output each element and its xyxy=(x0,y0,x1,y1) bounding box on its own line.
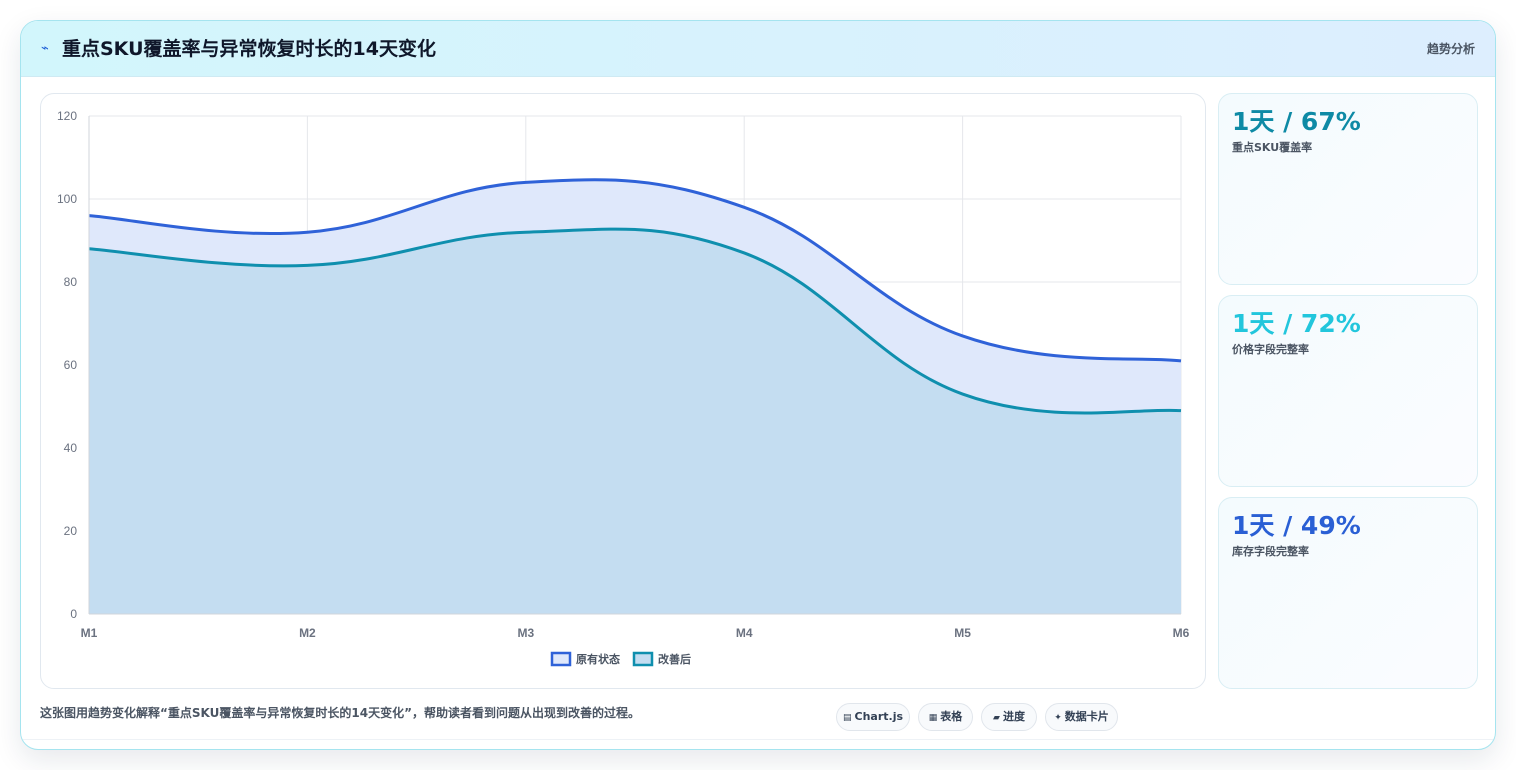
chip-label: Chart.js xyxy=(854,710,904,723)
x-tick-label: M3 xyxy=(517,626,534,640)
x-tick-label: M1 xyxy=(81,626,98,640)
y-tick-label: 0 xyxy=(70,607,77,621)
stat-card-sku-coverage: 1天 / 67% 重点SKU覆盖率 xyxy=(1218,93,1478,285)
chip-label: 进度 xyxy=(1002,710,1025,723)
stat-value: 1天 / 72% xyxy=(1232,309,1361,338)
legend-swatch xyxy=(550,651,572,667)
table-icon: ▦ xyxy=(928,713,938,723)
series-improved-line xyxy=(88,227,1182,415)
legend-label: 原有状态 xyxy=(576,652,620,666)
y-tick-label: 100 xyxy=(57,192,77,206)
trend-icon: ⌁ xyxy=(41,41,49,56)
stat-label: 库存字段完整率 xyxy=(1232,545,1309,558)
chart-panel: 0 20 40 60 80 100 120 M1 M2 M3 M4 M5 M6 原有状态 改善后 xyxy=(40,93,1206,689)
stat-card-price-completeness: 1天 / 72% 价格字段完整率 xyxy=(1218,295,1478,487)
chip-progress[interactable]: ▰ 进度 xyxy=(981,703,1037,731)
chip-table[interactable]: ▦ 表格 xyxy=(918,703,973,731)
x-tick-label: M2 xyxy=(299,626,316,640)
legend-label: 改善后 xyxy=(658,652,691,666)
stat-card-inventory-completeness: 1天 / 49% 库存字段完整率 xyxy=(1218,497,1478,689)
series-improved-area xyxy=(89,229,1181,615)
chip-data-card[interactable]: ✦ 数据卡片 xyxy=(1045,703,1118,731)
chart-icon: ▤ xyxy=(842,713,852,723)
chip-label: 表格 xyxy=(940,710,963,723)
card-header: ⌁ 重点SKU覆盖率与异常恢复时长的14天变化 趋势分析 xyxy=(21,21,1495,77)
y-tick-label: 120 xyxy=(57,109,77,123)
y-tick-label: 40 xyxy=(64,441,78,455)
chart-description: 这张图用趋势变化解释“重点SKU覆盖率与异常恢复时长的14天变化”，帮助读者看到… xyxy=(40,706,640,720)
footer-divider xyxy=(21,739,1495,740)
x-tick-label: M6 xyxy=(1173,626,1190,640)
y-tick-label: 20 xyxy=(64,524,78,538)
stat-label: 重点SKU覆盖率 xyxy=(1232,141,1313,154)
chart-card: ⌁ 重点SKU覆盖率与异常恢复时长的14天变化 趋势分析 0 20 40 60 80 10… xyxy=(20,20,1496,750)
chip-label: 数据卡片 xyxy=(1064,710,1109,723)
category-tag: 趋势分析 xyxy=(1426,42,1475,56)
card-title: 重点SKU覆盖率与异常恢复时长的14天变化 xyxy=(62,38,436,60)
legend-swatch xyxy=(632,651,654,667)
sparkle-icon: ✦ xyxy=(1054,713,1062,723)
x-tick-label: M5 xyxy=(954,626,971,640)
stat-label: 价格字段完整率 xyxy=(1232,343,1309,356)
y-tick-label: 80 xyxy=(64,275,78,289)
series-original-line xyxy=(88,178,1182,363)
area-chart: 0 20 40 60 80 100 120 M1 M2 M3 M4 M5 M6 原有状态 改善后 xyxy=(57,109,1190,667)
stat-value: 1天 / 67% xyxy=(1232,107,1361,136)
progress-icon: ▰ xyxy=(993,713,1000,723)
chip-chartjs[interactable]: ▤ Chart.js xyxy=(836,703,910,731)
stat-value: 1天 / 49% xyxy=(1232,511,1361,540)
y-tick-label: 60 xyxy=(64,358,78,372)
x-tick-label: M4 xyxy=(736,626,753,640)
